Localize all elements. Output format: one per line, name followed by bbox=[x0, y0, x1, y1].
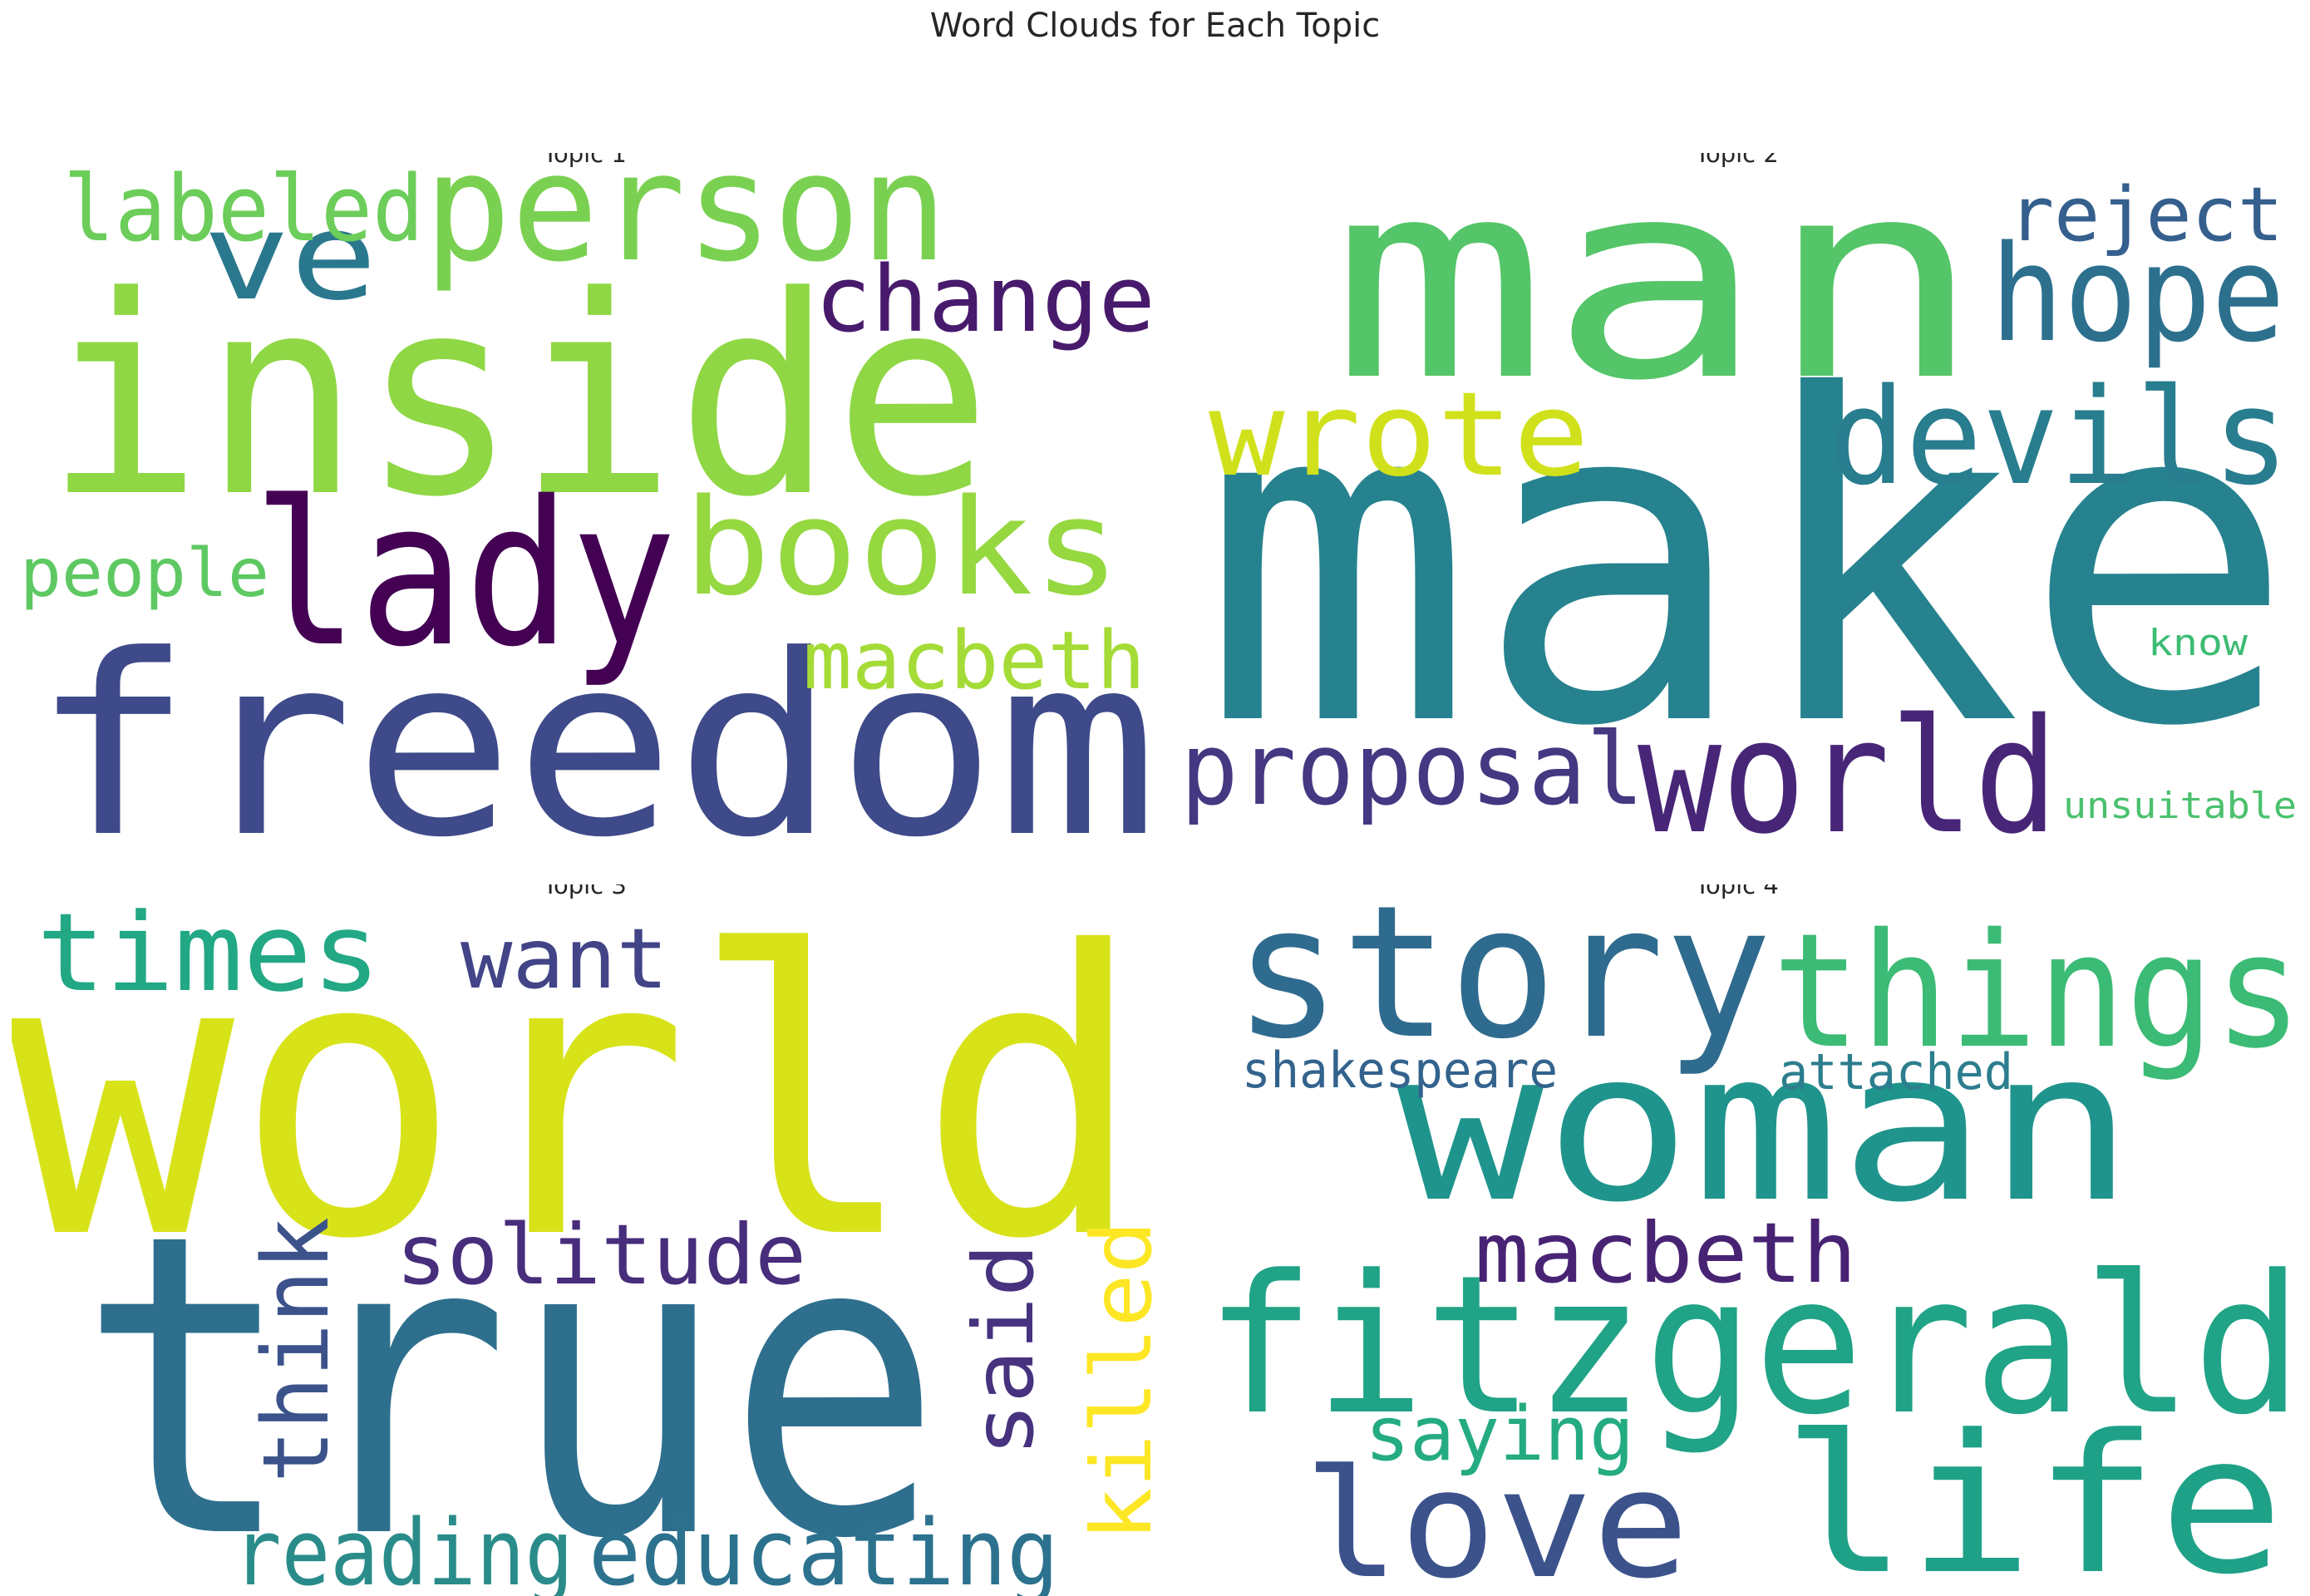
word: inside bbox=[45, 238, 992, 557]
word: macbeth bbox=[803, 614, 1145, 707]
word: solitude bbox=[396, 1206, 806, 1303]
topic-1-word-cloud: inside freedom lady person books ve labe… bbox=[20, 153, 1158, 864]
word: want bbox=[461, 910, 668, 1007]
word: said bbox=[955, 1244, 1052, 1456]
topic-3-word-cloud: world true times want solitude reading e… bbox=[12, 884, 1158, 1596]
topic-4-word-cloud: story things woman fitzgerald life love … bbox=[1205, 884, 2303, 1596]
word: reading bbox=[233, 1500, 574, 1596]
word: life bbox=[1782, 1395, 2284, 1596]
topic-2-word-cloud: make man world hope devils wrote proposa… bbox=[1180, 153, 2297, 864]
word: world bbox=[1638, 685, 2058, 864]
word: fitzgerald bbox=[1205, 1235, 2303, 1457]
word: things bbox=[1772, 899, 2303, 1083]
word: think bbox=[243, 1217, 349, 1483]
word: wrote bbox=[1209, 367, 1589, 503]
topic-3-panel: world true times want solitude reading e… bbox=[12, 884, 1158, 1596]
word: macbeth bbox=[1475, 1204, 1857, 1302]
word: true bbox=[78, 1145, 943, 1596]
word: killed bbox=[1073, 1220, 1158, 1541]
word: story bbox=[1234, 884, 1772, 1079]
word: educating bbox=[589, 1500, 1059, 1596]
word: love bbox=[1303, 1438, 1689, 1596]
word: person bbox=[424, 153, 948, 295]
word: ve bbox=[203, 187, 377, 328]
word: devils bbox=[1829, 359, 2289, 515]
topic-2-title: Topic 2 bbox=[1695, 153, 1779, 168]
word: know bbox=[2148, 622, 2248, 664]
word: world bbox=[12, 884, 1145, 1324]
word: woman bbox=[1396, 1006, 2135, 1248]
word: proposal bbox=[1180, 712, 1644, 828]
word: make bbox=[1200, 303, 2296, 825]
word: change bbox=[815, 246, 1155, 352]
topic-2-panel: make man world hope devils wrote proposa… bbox=[1164, 153, 2310, 864]
topic-4-title: Topic 4 bbox=[1695, 884, 1779, 899]
topic-1-panel: inside freedom lady person books ve labe… bbox=[12, 153, 1158, 864]
figure-title: Word Clouds for Each Topic bbox=[929, 7, 1381, 45]
word: people bbox=[20, 534, 269, 612]
word: unsuitable bbox=[2063, 785, 2297, 827]
word: hope bbox=[1990, 216, 2285, 372]
topic-1-title: Topic 1 bbox=[543, 153, 627, 168]
word: times bbox=[37, 889, 381, 1016]
word: attached bbox=[1779, 1043, 2013, 1101]
topic-3-title: Topic 3 bbox=[543, 884, 627, 899]
word: reject bbox=[2008, 171, 2283, 259]
word: books bbox=[683, 470, 1121, 625]
word: man bbox=[1330, 153, 1984, 441]
word: labeled bbox=[63, 155, 424, 262]
topic-4-panel: story things woman fitzgerald life love … bbox=[1164, 884, 2310, 1596]
word: lady bbox=[253, 458, 677, 691]
word: shakespeare bbox=[1242, 1042, 1558, 1100]
word: freedom bbox=[32, 602, 1158, 864]
word: saying bbox=[1365, 1391, 1634, 1478]
